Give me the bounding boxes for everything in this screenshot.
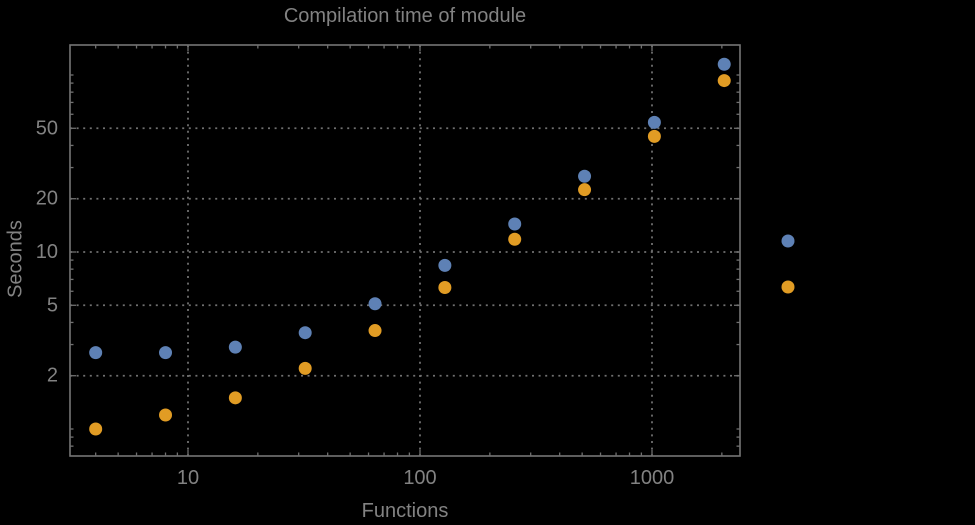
data-point-blue: [368, 297, 382, 311]
data-point-blue: [647, 115, 661, 129]
data-point-orange: [647, 129, 661, 143]
data-point-orange: [438, 281, 452, 295]
data-point-orange: [228, 391, 242, 405]
legend-marker-orange: [781, 280, 795, 294]
chart-title: Compilation time of module: [283, 5, 527, 27]
x-tick-label: 10: [177, 467, 199, 489]
y-tick-label: 2: [47, 365, 58, 387]
y-tick-label: 50: [36, 117, 58, 139]
data-point-blue: [717, 57, 731, 71]
plot-frame: [69, 44, 741, 457]
data-point-blue: [298, 326, 312, 340]
y-tick-label: 20: [36, 188, 58, 210]
data-point-blue: [578, 169, 592, 183]
legend-marker-blue: [781, 234, 795, 248]
data-point-blue: [508, 217, 522, 231]
data-point-orange: [578, 183, 592, 197]
y-tick-label: 10: [36, 241, 58, 263]
data-point-orange: [89, 422, 103, 436]
data-point-blue: [228, 340, 242, 354]
data-point-orange: [368, 324, 382, 338]
x-axis-label: Functions: [361, 500, 449, 522]
y-tick-label: 5: [47, 294, 58, 316]
data-point-blue: [89, 346, 103, 360]
data-point-orange: [159, 408, 173, 422]
data-point-orange: [508, 232, 522, 246]
data-point-blue: [438, 258, 452, 272]
y-axis-label: Seconds: [4, 220, 27, 298]
data-point-orange: [717, 74, 731, 88]
x-tick-label: 100: [403, 467, 436, 489]
data-point-orange: [298, 361, 312, 375]
data-point-blue: [159, 346, 173, 360]
x-tick-label: 1000: [630, 467, 675, 489]
